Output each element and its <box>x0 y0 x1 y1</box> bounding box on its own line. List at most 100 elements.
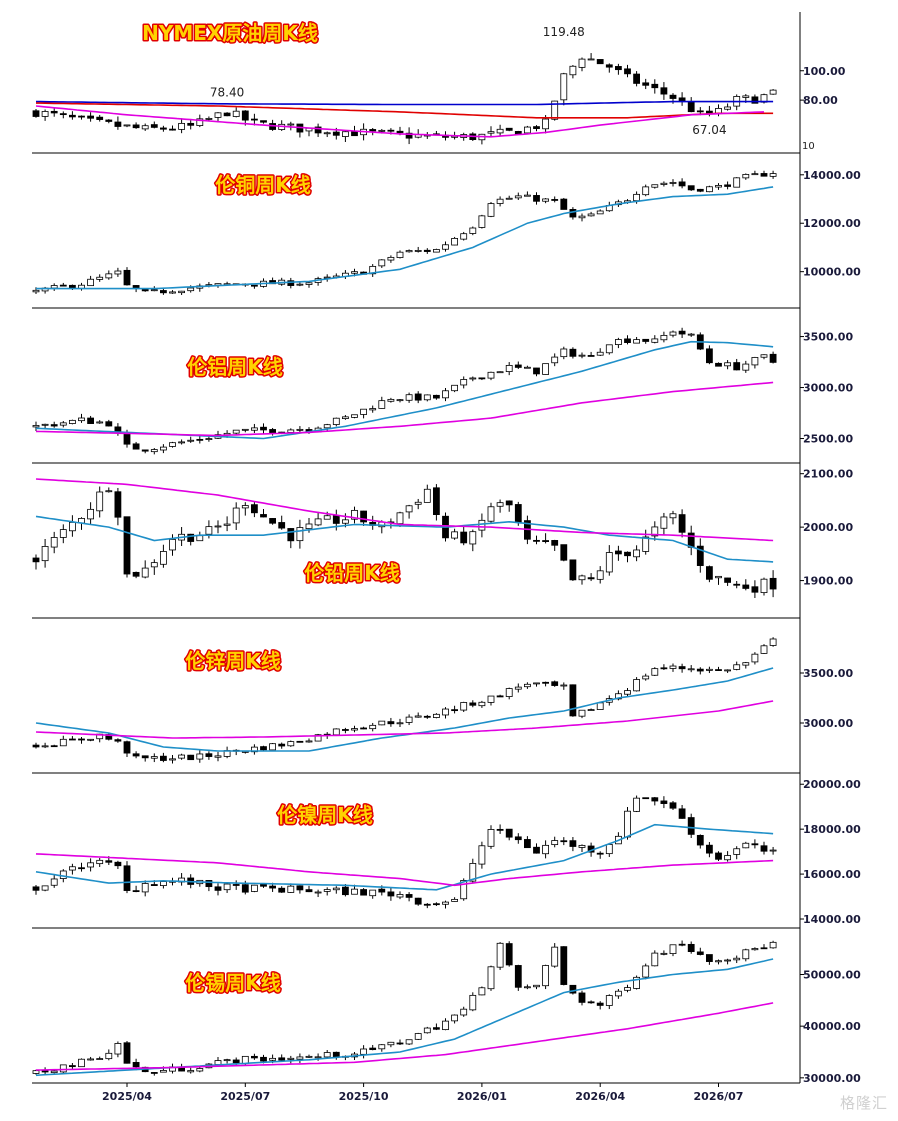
candle <box>715 851 722 861</box>
candle <box>378 1044 386 1052</box>
candle <box>505 828 513 841</box>
candle <box>578 709 586 719</box>
candle <box>414 246 422 253</box>
panel-title: 伦锡周K线 <box>185 971 281 995</box>
candle <box>214 112 222 123</box>
y-tick-label: 10000.00 <box>803 266 861 279</box>
candle <box>123 124 131 128</box>
candle <box>487 201 495 218</box>
candle <box>669 330 677 338</box>
candle <box>87 415 94 424</box>
candle <box>59 735 67 747</box>
candles <box>32 940 777 1076</box>
candle <box>150 1072 158 1076</box>
moving-average-line <box>35 823 774 891</box>
candle <box>733 581 741 589</box>
candle <box>432 248 440 253</box>
candle <box>341 884 349 897</box>
candle <box>706 954 713 965</box>
candle <box>96 420 104 424</box>
candle <box>469 700 477 708</box>
candle <box>724 851 731 862</box>
candle <box>360 1045 368 1059</box>
candle <box>578 352 586 359</box>
candle <box>469 529 477 552</box>
candle <box>596 851 604 859</box>
candle <box>114 1041 122 1058</box>
candle <box>715 959 722 965</box>
candle <box>278 886 286 893</box>
candle <box>178 873 186 886</box>
candle <box>678 92 686 106</box>
candle <box>451 1014 459 1024</box>
y-tick-label: 18000.00 <box>803 823 861 836</box>
candle <box>305 1054 313 1058</box>
candle <box>141 560 149 579</box>
panel-7: 50000.00 40000.00 30000.00 伦锡周K线 <box>32 928 861 1085</box>
candle <box>169 125 176 131</box>
candle <box>59 421 67 428</box>
candle <box>560 197 568 210</box>
candle <box>260 883 267 888</box>
candle <box>442 241 449 252</box>
candle <box>250 113 258 126</box>
candle <box>169 755 176 764</box>
x-tick-label: 2025/07 <box>220 1090 270 1103</box>
candle <box>660 664 668 671</box>
candle <box>78 413 85 423</box>
y-tick-label: 2000.00 <box>803 521 853 534</box>
candle <box>769 170 777 179</box>
candle <box>69 863 76 875</box>
candle <box>478 700 486 708</box>
candle <box>105 270 113 280</box>
candle <box>278 1054 286 1061</box>
moving-average-line <box>35 340 774 440</box>
candle <box>651 950 659 967</box>
candle <box>696 188 704 193</box>
moving-average-line <box>35 700 774 739</box>
panel-title: 伦铜周K线 <box>215 173 311 197</box>
candle <box>378 259 386 268</box>
candle <box>587 708 595 711</box>
candle <box>578 990 586 1006</box>
candle <box>396 1039 404 1045</box>
candle <box>50 744 58 748</box>
candle <box>360 408 368 419</box>
candle <box>596 348 604 357</box>
candle <box>250 744 258 755</box>
candle <box>232 502 240 530</box>
candle <box>296 885 304 894</box>
candle <box>132 122 140 129</box>
candle <box>114 116 122 130</box>
candle <box>141 123 149 131</box>
candle <box>742 841 750 849</box>
y-tick-label: 80.00 <box>803 94 838 107</box>
moving-average-line <box>36 100 774 106</box>
candle <box>542 198 549 204</box>
candle <box>232 880 240 890</box>
candle <box>250 284 258 289</box>
candle <box>260 509 267 518</box>
candle <box>451 384 459 393</box>
candle <box>678 178 686 189</box>
candle <box>587 53 595 61</box>
candle <box>414 498 422 510</box>
y-tick-label: 2100.00 <box>803 468 853 481</box>
candle <box>551 836 559 848</box>
candle <box>615 832 622 845</box>
candle <box>341 415 349 420</box>
candle <box>332 886 340 894</box>
candle <box>123 267 131 286</box>
candle <box>742 661 750 669</box>
candle <box>414 712 422 718</box>
candle <box>569 684 577 717</box>
candle <box>742 948 750 962</box>
y-tick-label: 40000.00 <box>803 1020 861 1033</box>
candle <box>487 502 495 523</box>
candle <box>387 397 395 403</box>
candle <box>32 554 40 570</box>
candle <box>587 573 595 582</box>
candle <box>396 891 404 900</box>
candle <box>560 346 568 360</box>
candle <box>32 742 40 749</box>
